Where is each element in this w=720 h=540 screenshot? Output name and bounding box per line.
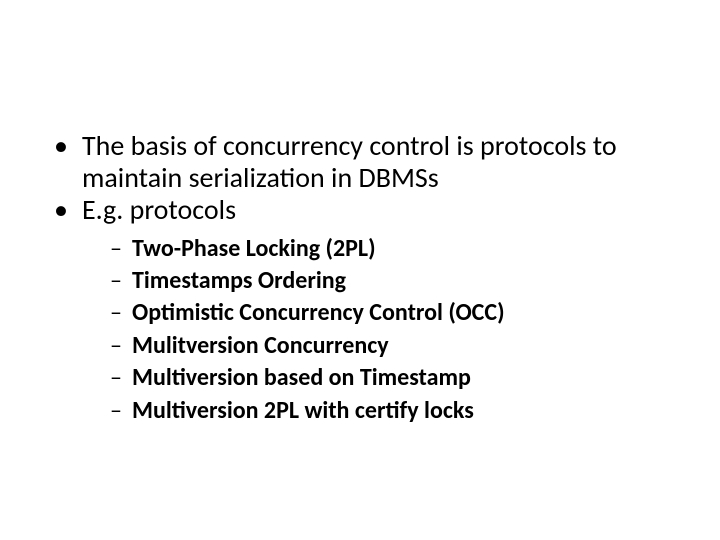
sub-bullet-text: Multiversion based on Timestamp <box>132 363 471 392</box>
bullet-list-level1: The basis of concurrency control is prot… <box>54 130 666 427</box>
sub-bullet-text: Two-Phase Locking (2PL) <box>132 234 376 263</box>
sub-bullet-item: Multiversion based on Timestamp <box>110 362 666 394</box>
sub-bullet-text: Timestamps Ordering <box>132 266 346 295</box>
sub-bullet-item: Two-Phase Locking (2PL) <box>110 233 666 265</box>
bullet-item: The basis of concurrency control is prot… <box>54 130 666 194</box>
sub-bullet-text: Multiversion 2PL with certify locks <box>132 396 474 425</box>
bullet-list-level2: Two-Phase Locking (2PL) Timestamps Order… <box>82 233 666 427</box>
slide: The basis of concurrency control is prot… <box>0 0 720 540</box>
bullet-text: The basis of concurrency control is prot… <box>82 128 617 195</box>
sub-bullet-text: Mulitversion Concurrency <box>132 331 389 360</box>
sub-bullet-item: Mulitversion Concurrency <box>110 330 666 362</box>
sub-bullet-item: Timestamps Ordering <box>110 265 666 297</box>
sub-bullet-item: Multiversion 2PL with certify locks <box>110 395 666 427</box>
bullet-text: E.g. protocols <box>82 192 236 227</box>
sub-bullet-item: Optimistic Concurrency Control (OCC) <box>110 297 666 329</box>
sub-bullet-text: Optimistic Concurrency Control (OCC) <box>132 298 505 327</box>
bullet-item: E.g. protocols Two-Phase Locking (2PL) T… <box>54 194 666 427</box>
